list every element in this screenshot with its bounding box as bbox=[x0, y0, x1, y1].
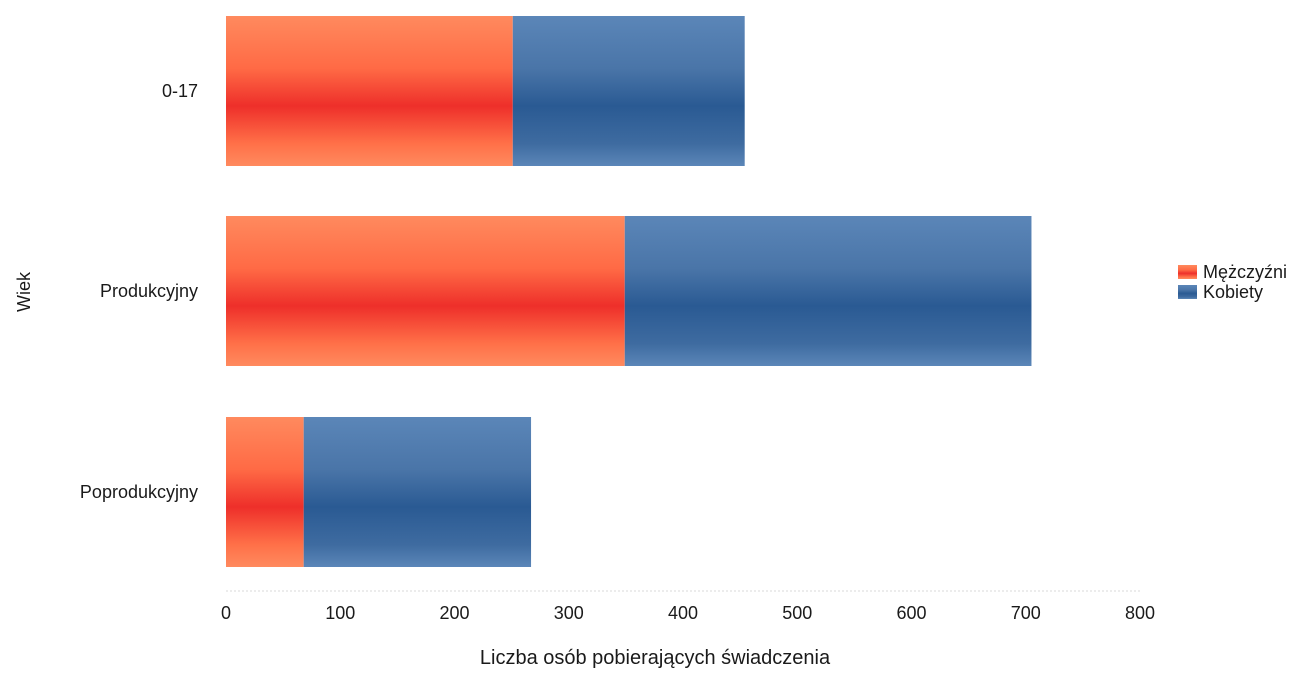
x-tick-labels: 0 100 200 300 400 500 600 700 800 bbox=[221, 603, 1155, 623]
category-labels: 0-17 Produkcyjny Poprodukcyjny bbox=[80, 81, 198, 502]
x-axis-title: Liczba osób pobierających świadczenia bbox=[480, 647, 831, 668]
x-tick-label: 700 bbox=[1011, 603, 1041, 623]
bar-men-1 bbox=[226, 216, 625, 366]
legend-label-women: Kobiety bbox=[1203, 282, 1263, 302]
x-tick-label: 600 bbox=[896, 603, 926, 623]
category-label: Produkcyjny bbox=[100, 281, 198, 301]
x-tick-label: 200 bbox=[439, 603, 469, 623]
legend-swatch-men bbox=[1178, 265, 1197, 279]
y-axis-title: Wiek bbox=[14, 271, 34, 312]
x-tick-label: 500 bbox=[782, 603, 812, 623]
bar-women-0 bbox=[512, 16, 745, 166]
bar-women-1 bbox=[624, 216, 1032, 366]
bars-layer bbox=[226, 16, 1032, 567]
x-tick-label: 100 bbox=[325, 603, 355, 623]
category-label: Poprodukcyjny bbox=[80, 482, 198, 502]
x-tick-label: 0 bbox=[221, 603, 231, 623]
bar-women-2 bbox=[303, 417, 532, 567]
x-tick-label: 800 bbox=[1125, 603, 1155, 623]
legend-swatch-women bbox=[1178, 285, 1197, 299]
x-tick-label: 300 bbox=[554, 603, 584, 623]
legend-label-men: Mężczyźni bbox=[1203, 262, 1287, 282]
category-label: 0-17 bbox=[162, 81, 198, 101]
x-tick-label: 400 bbox=[668, 603, 698, 623]
bar-men-2 bbox=[226, 417, 304, 567]
bar-men-0 bbox=[226, 16, 513, 166]
